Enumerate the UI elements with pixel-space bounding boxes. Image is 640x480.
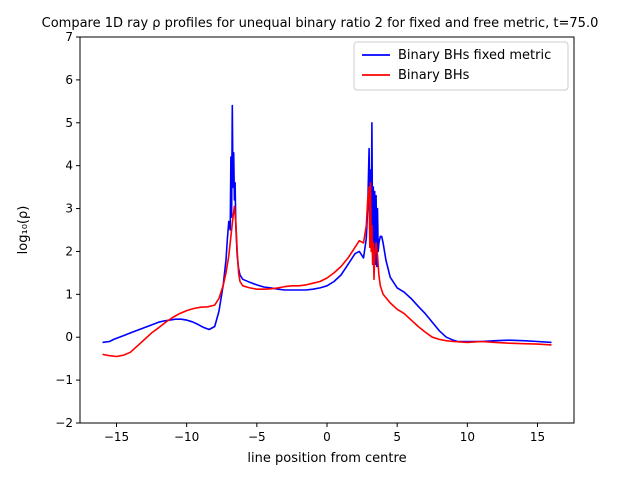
x-tick-label: −10 (174, 430, 199, 444)
y-tick-label: 4 (65, 159, 73, 173)
series-line-0 (102, 104, 552, 344)
x-tick-label: 5 (393, 430, 401, 444)
y-axis: −2 −1 0 1 2 3 4 5 6 7 (55, 30, 80, 430)
y-axis-label: log₁₀(ρ) (16, 206, 31, 255)
y-tick-label: −2 (55, 416, 73, 430)
y-tick-label: −1 (55, 373, 73, 387)
series-line-1 (102, 182, 552, 358)
x-tick-label: 15 (530, 430, 545, 444)
y-tick-label: 5 (65, 116, 73, 130)
y-tick-label: 3 (65, 202, 73, 216)
x-axis-label: line position from centre (247, 451, 406, 466)
x-tick-label: −15 (104, 430, 129, 444)
x-tick-label: 0 (323, 430, 331, 444)
x-tick-label: −5 (248, 430, 266, 444)
series-layer (102, 104, 552, 358)
y-tick-label: 1 (65, 287, 73, 301)
x-tick-label: 10 (460, 430, 475, 444)
y-tick-label: 0 (65, 330, 73, 344)
x-axis: −15 −10 −5 0 5 10 15 (104, 423, 545, 444)
legend: Binary BHs fixed metric Binary BHs (353, 41, 569, 91)
chart-title: Compare 1D ray ρ profiles for unequal bi… (42, 16, 599, 31)
legend-label: Binary BHs (398, 68, 470, 83)
legend-label: Binary BHs fixed metric (398, 48, 551, 63)
y-tick-label: 7 (65, 30, 73, 44)
y-tick-label: 6 (65, 73, 73, 87)
legend-box (353, 41, 569, 91)
plot-frame (79, 36, 575, 424)
y-tick-label: 2 (65, 244, 73, 258)
